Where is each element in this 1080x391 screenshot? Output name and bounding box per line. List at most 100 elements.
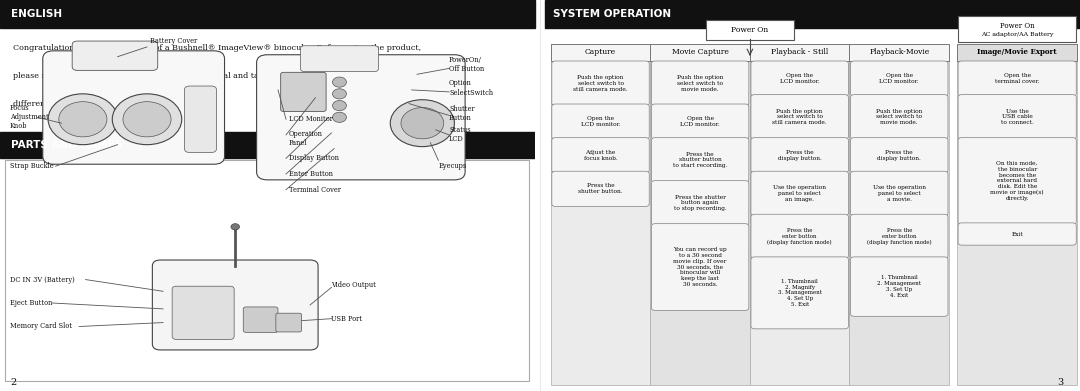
- Text: Shutter
Button: Shutter Button: [449, 105, 475, 122]
- Bar: [0, 132, 535, 158]
- Text: Press the
enter button
(display function mode): Press the enter button (display function…: [867, 228, 932, 245]
- FancyBboxPatch shape: [751, 214, 849, 258]
- Text: USB Port: USB Port: [332, 315, 363, 323]
- FancyBboxPatch shape: [958, 138, 1077, 224]
- FancyBboxPatch shape: [851, 171, 948, 216]
- Text: Congratulations on your purchase of a Bushnell® ImageView® binocular. Before usi: Congratulations on your purchase of a Bu…: [13, 44, 421, 52]
- Bar: [551, 44, 650, 61]
- FancyBboxPatch shape: [275, 313, 301, 332]
- FancyBboxPatch shape: [958, 16, 1077, 42]
- Text: Eject Button: Eject Button: [10, 299, 52, 307]
- FancyBboxPatch shape: [958, 223, 1077, 245]
- Text: Open the
LCD monitor.: Open the LCD monitor.: [780, 73, 820, 84]
- Circle shape: [58, 102, 107, 137]
- Text: Movie Capture: Movie Capture: [672, 48, 729, 56]
- Text: Use the
USB cable
to connect.: Use the USB cable to connect.: [1001, 109, 1034, 125]
- Circle shape: [123, 102, 171, 137]
- Text: Press the
shutter button
to start recording.: Press the shutter button to start record…: [673, 152, 727, 168]
- FancyBboxPatch shape: [851, 138, 948, 173]
- Text: SYSTEM OPERATION: SYSTEM OPERATION: [553, 9, 672, 19]
- Text: Playback - Still: Playback - Still: [771, 48, 828, 56]
- Text: Press the shutter
button again
to stop recording.: Press the shutter button again to stop r…: [674, 195, 727, 211]
- Circle shape: [401, 108, 444, 139]
- FancyBboxPatch shape: [243, 307, 278, 332]
- Text: Option
SelectSwitch: Option SelectSwitch: [449, 79, 494, 97]
- FancyBboxPatch shape: [152, 260, 319, 350]
- Bar: [957, 44, 1078, 61]
- Text: PARTS AND NAMES: PARTS AND NAMES: [11, 140, 122, 150]
- FancyBboxPatch shape: [651, 61, 748, 106]
- Text: Adjust the
focus knob.: Adjust the focus knob.: [583, 150, 618, 161]
- Text: Press the
shutter button.: Press the shutter button.: [578, 183, 623, 194]
- FancyBboxPatch shape: [552, 138, 649, 173]
- Text: Exit: Exit: [1011, 231, 1023, 237]
- Text: Eyecups: Eyecups: [438, 162, 467, 170]
- Text: PowerOn/
Off Button: PowerOn/ Off Button: [449, 56, 484, 73]
- Text: Status
LCD: Status LCD: [449, 126, 471, 143]
- FancyBboxPatch shape: [958, 61, 1077, 96]
- Text: 2: 2: [11, 378, 17, 387]
- Text: 1. Thumbnail
2. Management
3. Set Up
4. Exit: 1. Thumbnail 2. Management 3. Set Up 4. …: [877, 275, 921, 298]
- FancyBboxPatch shape: [651, 138, 748, 182]
- FancyBboxPatch shape: [751, 95, 849, 139]
- Text: You can record up
to a 30 second
movie clip. If over
30 seconds, the
binocular w: You can record up to a 30 second movie c…: [673, 247, 727, 287]
- FancyBboxPatch shape: [651, 224, 748, 310]
- Text: Enter Button: Enter Button: [288, 170, 333, 178]
- Text: Operation
Panel: Operation Panel: [288, 130, 323, 147]
- Circle shape: [231, 224, 240, 230]
- Bar: [957, 44, 1078, 385]
- Text: Capture: Capture: [585, 48, 616, 56]
- Circle shape: [49, 94, 118, 145]
- Text: Playback-Movie: Playback-Movie: [869, 48, 930, 56]
- FancyBboxPatch shape: [751, 171, 849, 216]
- Text: AC adaptor/AA Battery: AC adaptor/AA Battery: [981, 32, 1053, 36]
- FancyBboxPatch shape: [172, 286, 234, 339]
- FancyBboxPatch shape: [72, 41, 158, 70]
- FancyBboxPatch shape: [706, 20, 794, 40]
- Circle shape: [112, 94, 181, 145]
- Text: Push the option
select switch to
still camera mode.: Push the option select switch to still c…: [573, 75, 627, 91]
- Bar: [850, 44, 949, 61]
- FancyBboxPatch shape: [281, 72, 326, 111]
- FancyBboxPatch shape: [185, 86, 216, 152]
- Bar: [545, 0, 1080, 28]
- Text: Video Output: Video Output: [332, 282, 376, 289]
- Circle shape: [333, 89, 347, 99]
- FancyBboxPatch shape: [651, 104, 748, 139]
- FancyBboxPatch shape: [300, 46, 378, 72]
- Text: Terminal Cover: Terminal Cover: [288, 186, 340, 194]
- Bar: [551, 44, 650, 385]
- Text: On this mode,
the binocular
becomes the
external hard
disk. Edit the
movie or im: On this mode, the binocular becomes the …: [990, 161, 1044, 201]
- Circle shape: [333, 112, 347, 122]
- FancyBboxPatch shape: [43, 51, 225, 164]
- Text: Memory Card Slot: Memory Card Slot: [10, 323, 71, 330]
- FancyBboxPatch shape: [651, 181, 748, 225]
- Text: Image/Movie Export: Image/Movie Export: [977, 48, 1057, 56]
- FancyBboxPatch shape: [851, 61, 948, 96]
- Text: Press the
display button.: Press the display button.: [778, 150, 822, 161]
- Text: LCD Monitor: LCD Monitor: [288, 115, 333, 123]
- Bar: [650, 44, 750, 61]
- Text: Power On: Power On: [1000, 22, 1035, 30]
- Text: Use the operation
panel to select
a movie.: Use the operation panel to select a movi…: [873, 185, 926, 202]
- Text: Press the
enter button
(display function mode): Press the enter button (display function…: [768, 228, 832, 245]
- Bar: [650, 44, 750, 385]
- Text: Push the option
select switch to
movie mode.: Push the option select switch to movie m…: [677, 75, 724, 91]
- Text: DC IN 3V (Battery): DC IN 3V (Battery): [10, 276, 75, 283]
- Circle shape: [333, 100, 347, 111]
- FancyBboxPatch shape: [851, 95, 948, 139]
- Circle shape: [333, 77, 347, 87]
- Text: Open the
LCD monitor.: Open the LCD monitor.: [581, 116, 620, 127]
- FancyBboxPatch shape: [958, 95, 1077, 139]
- FancyBboxPatch shape: [552, 61, 649, 106]
- FancyBboxPatch shape: [751, 138, 849, 173]
- Text: Use the operation
panel to select
an image.: Use the operation panel to select an ima…: [773, 185, 826, 202]
- Text: Display Button: Display Button: [288, 154, 339, 162]
- Circle shape: [390, 100, 455, 147]
- Text: Push the option
select switch to
still camera mode.: Push the option select switch to still c…: [772, 109, 827, 125]
- Bar: [5, 160, 529, 381]
- Text: different parts and features of the product.: different parts and features of the prod…: [13, 100, 189, 108]
- Bar: [850, 44, 949, 385]
- FancyBboxPatch shape: [751, 257, 849, 329]
- Bar: [0, 0, 535, 28]
